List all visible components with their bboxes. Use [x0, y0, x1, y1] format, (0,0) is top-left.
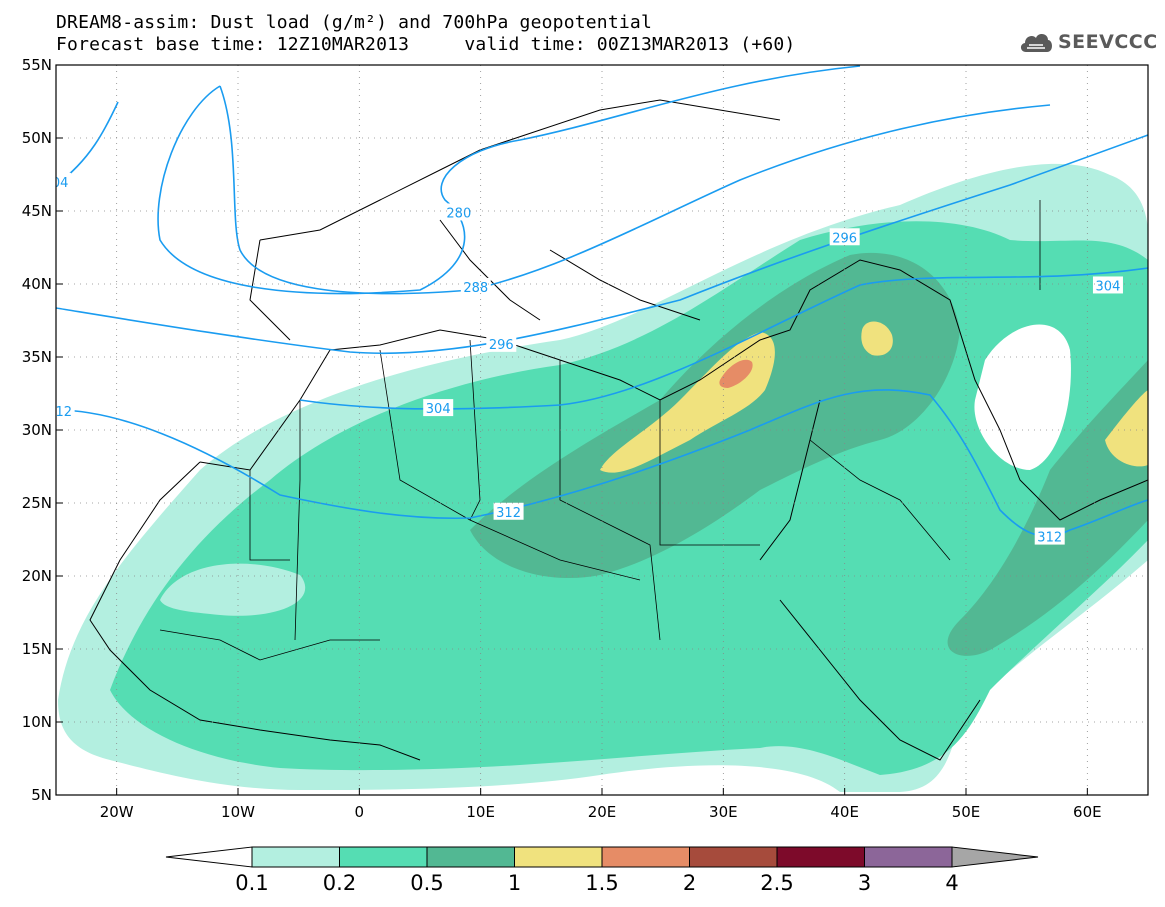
contour-label: 312 [1037, 531, 1062, 546]
contour-label-box [460, 277, 491, 295]
contour-label-box [1092, 276, 1123, 294]
lat-tick-label: 35N [22, 348, 52, 366]
colorbar-label: 3 [858, 871, 871, 895]
contour-label-box [56, 402, 75, 420]
colorbar-legend: 0.1 0.2 0.5 1 1.5 2 2.5 3 4 [165, 846, 1039, 895]
contour-label-box [486, 334, 517, 352]
colorbar-swatch [251, 846, 340, 868]
dust-field-gap-caspian [974, 324, 1071, 470]
colorbar-swatch [426, 846, 515, 868]
map-axes: 20W 10W 0 10E 20E 30E 40E 50E 60E 5N 10N 15N 20N 25N 3… [22, 56, 1102, 821]
contour-312 [56, 389, 1148, 537]
colorbar-label: 2.5 [760, 871, 793, 895]
lat-tick-label: 20N [22, 567, 52, 585]
contour-label-box [443, 203, 474, 221]
colorbar-high-arrow [951, 846, 1039, 868]
lat-tick-label: 25N [22, 494, 52, 512]
lon-tick-label: 50E [952, 803, 981, 821]
colorbar-low-arrow [165, 846, 253, 868]
lon-tick-label: 20W [100, 803, 134, 821]
lon-tick-label: 40E [830, 803, 859, 821]
colorbar-label: 1.5 [585, 871, 618, 895]
colorbar-swatch [601, 846, 690, 868]
colorbar-label: 0.2 [323, 871, 356, 895]
lon-tick-label: 30E [709, 803, 738, 821]
seevccc-logo: SEEVCCC [1018, 26, 1158, 58]
contour-labels: 304 280 288 296 296 304 304 312 312 312 [44, 172, 1123, 546]
dust-field-1.0-iran [1105, 390, 1148, 467]
contour-label: 288 [463, 281, 488, 296]
contour-label: 304 [426, 402, 451, 417]
colorbar-swatch [864, 846, 953, 868]
lat-tick-label: 55N [22, 56, 52, 74]
colorbar-label: 0.5 [410, 871, 443, 895]
contour-label: 312 [47, 405, 72, 420]
contour-label: 304 [44, 176, 69, 191]
colorbar-label: 2 [683, 871, 696, 895]
lat-tick-label: 45N [22, 202, 52, 220]
colorbar-swatch [339, 846, 428, 868]
contour-288 [219, 85, 1051, 295]
contour-label: 304 [1096, 279, 1121, 294]
coastlines [89, 99, 1148, 761]
lat-tick-label: 40N [22, 275, 52, 293]
contour-280 [157, 65, 861, 295]
colorbar-swatch [776, 846, 865, 868]
contour-label: 296 [832, 231, 857, 246]
lon-tick-label: 10E [466, 803, 495, 821]
dust-field-1.5 [719, 359, 753, 388]
dust-field-gap-west-africa [160, 563, 306, 616]
contour-304-n [56, 101, 119, 186]
colorbar-swatch [514, 846, 603, 868]
lon-tick-label: 10W [221, 803, 255, 821]
contour-label: 312 [496, 506, 521, 521]
contour-label-box [829, 228, 860, 246]
contour-label-box [423, 399, 454, 417]
contour-label: 296 [489, 338, 514, 353]
colorbar-label: 1 [508, 871, 521, 895]
contour-296 [56, 134, 1148, 355]
lon-tick-label: 0 [355, 803, 365, 821]
logo-text: SEEVCCC [1058, 31, 1158, 53]
colorbar-label: 4 [945, 871, 958, 895]
lon-tick-label: 60E [1073, 803, 1102, 821]
map-title: DREAM8-assim: Dust load (g/m²) and 700hP… [56, 12, 652, 33]
lat-tick-label: 30N [22, 421, 52, 439]
colorbar-swatch [689, 846, 778, 868]
lat-tick-label: 5N [31, 786, 52, 804]
country-borders [159, 200, 1041, 661]
contour-label-box [56, 172, 71, 190]
contour-label: 280 [446, 206, 471, 221]
colorbar-label: 0.1 [235, 871, 268, 895]
lat-tick-label: 50N [22, 129, 52, 147]
contour-label-box [493, 502, 524, 520]
dust-field-1.0-iraq [861, 321, 893, 356]
lat-tick-label: 15N [22, 640, 52, 658]
lon-tick-label: 20E [588, 803, 617, 821]
cloud-logo-icon [1020, 34, 1052, 52]
contour-label-box [1034, 527, 1065, 545]
forecast-time-subtitle: Forecast base time: 12Z10MAR2013 valid t… [56, 34, 796, 55]
lat-tick-label: 10N [22, 713, 52, 731]
